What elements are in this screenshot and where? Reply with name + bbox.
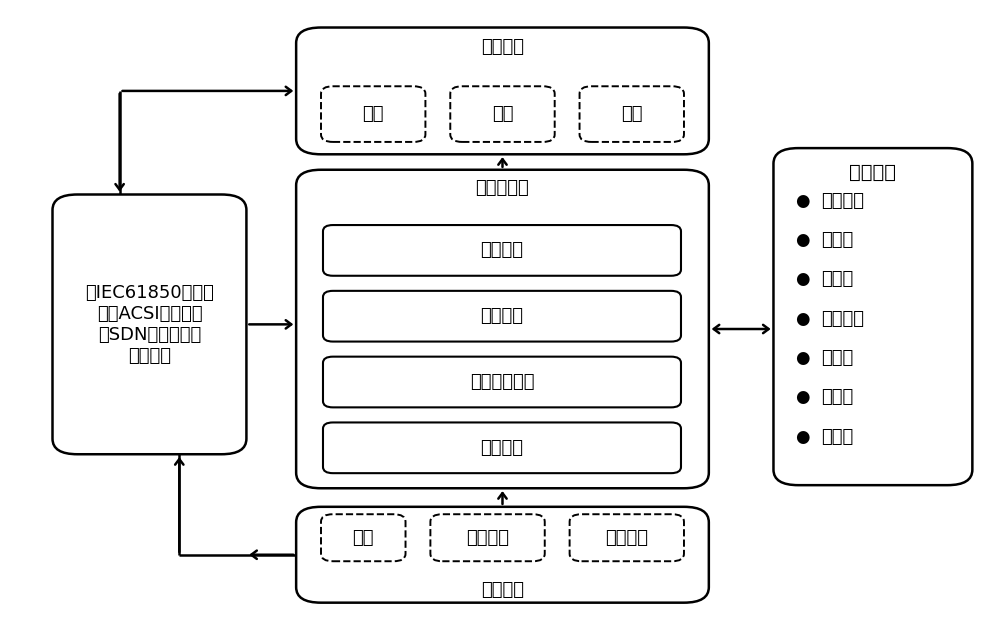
FancyBboxPatch shape <box>296 170 709 488</box>
FancyBboxPatch shape <box>323 225 681 276</box>
Text: 虚拟化: 虚拟化 <box>821 349 853 367</box>
Text: 抽象服务映射: 抽象服务映射 <box>470 373 534 391</box>
Text: 安全性: 安全性 <box>821 427 853 446</box>
Text: 配置说明: 配置说明 <box>480 307 523 325</box>
FancyBboxPatch shape <box>430 514 545 561</box>
FancyBboxPatch shape <box>323 357 681 407</box>
Text: 控制: 控制 <box>492 105 513 123</box>
FancyBboxPatch shape <box>321 514 406 561</box>
Text: 高效性: 高效性 <box>821 270 853 288</box>
Text: ●: ● <box>795 349 810 367</box>
Text: ●: ● <box>795 310 810 328</box>
FancyBboxPatch shape <box>773 148 972 485</box>
FancyBboxPatch shape <box>321 86 425 142</box>
Text: ●: ● <box>795 270 810 288</box>
Text: 拓扑: 拓扑 <box>353 529 374 547</box>
Text: 接口管理: 接口管理 <box>480 439 523 457</box>
Text: 模型和映射: 模型和映射 <box>476 179 529 197</box>
Text: ●: ● <box>795 192 810 210</box>
Text: 在IEC61850通信中
作为ACSI服务的基
于SDN的动态自治
带宽分配: 在IEC61850通信中 作为ACSI服务的基 于SDN的动态自治 带宽分配 <box>85 284 214 364</box>
Text: 测量: 测量 <box>621 105 643 123</box>
FancyBboxPatch shape <box>296 507 709 603</box>
Text: 网络服务: 网络服务 <box>481 582 524 599</box>
Text: 可扩展性: 可扩展性 <box>821 310 864 328</box>
FancyBboxPatch shape <box>323 422 681 473</box>
Text: 多租户: 多租户 <box>821 388 853 406</box>
Text: 保护: 保护 <box>362 105 384 123</box>
Text: 服务质量: 服务质量 <box>605 529 648 547</box>
FancyBboxPatch shape <box>580 86 684 142</box>
FancyBboxPatch shape <box>323 291 681 341</box>
Text: ●: ● <box>795 427 810 446</box>
Text: 模块化: 模块化 <box>821 231 853 249</box>
Text: 分层模型: 分层模型 <box>480 241 523 260</box>
FancyBboxPatch shape <box>450 86 555 142</box>
Text: 需求特征: 需求特征 <box>849 163 896 182</box>
Text: 互操作性: 互操作性 <box>821 192 864 210</box>
Text: 电网应用: 电网应用 <box>481 38 524 56</box>
Text: 设备管理: 设备管理 <box>466 529 509 547</box>
Text: ●: ● <box>795 388 810 406</box>
Text: ●: ● <box>795 231 810 249</box>
FancyBboxPatch shape <box>570 514 684 561</box>
FancyBboxPatch shape <box>296 27 709 154</box>
FancyBboxPatch shape <box>53 195 246 454</box>
